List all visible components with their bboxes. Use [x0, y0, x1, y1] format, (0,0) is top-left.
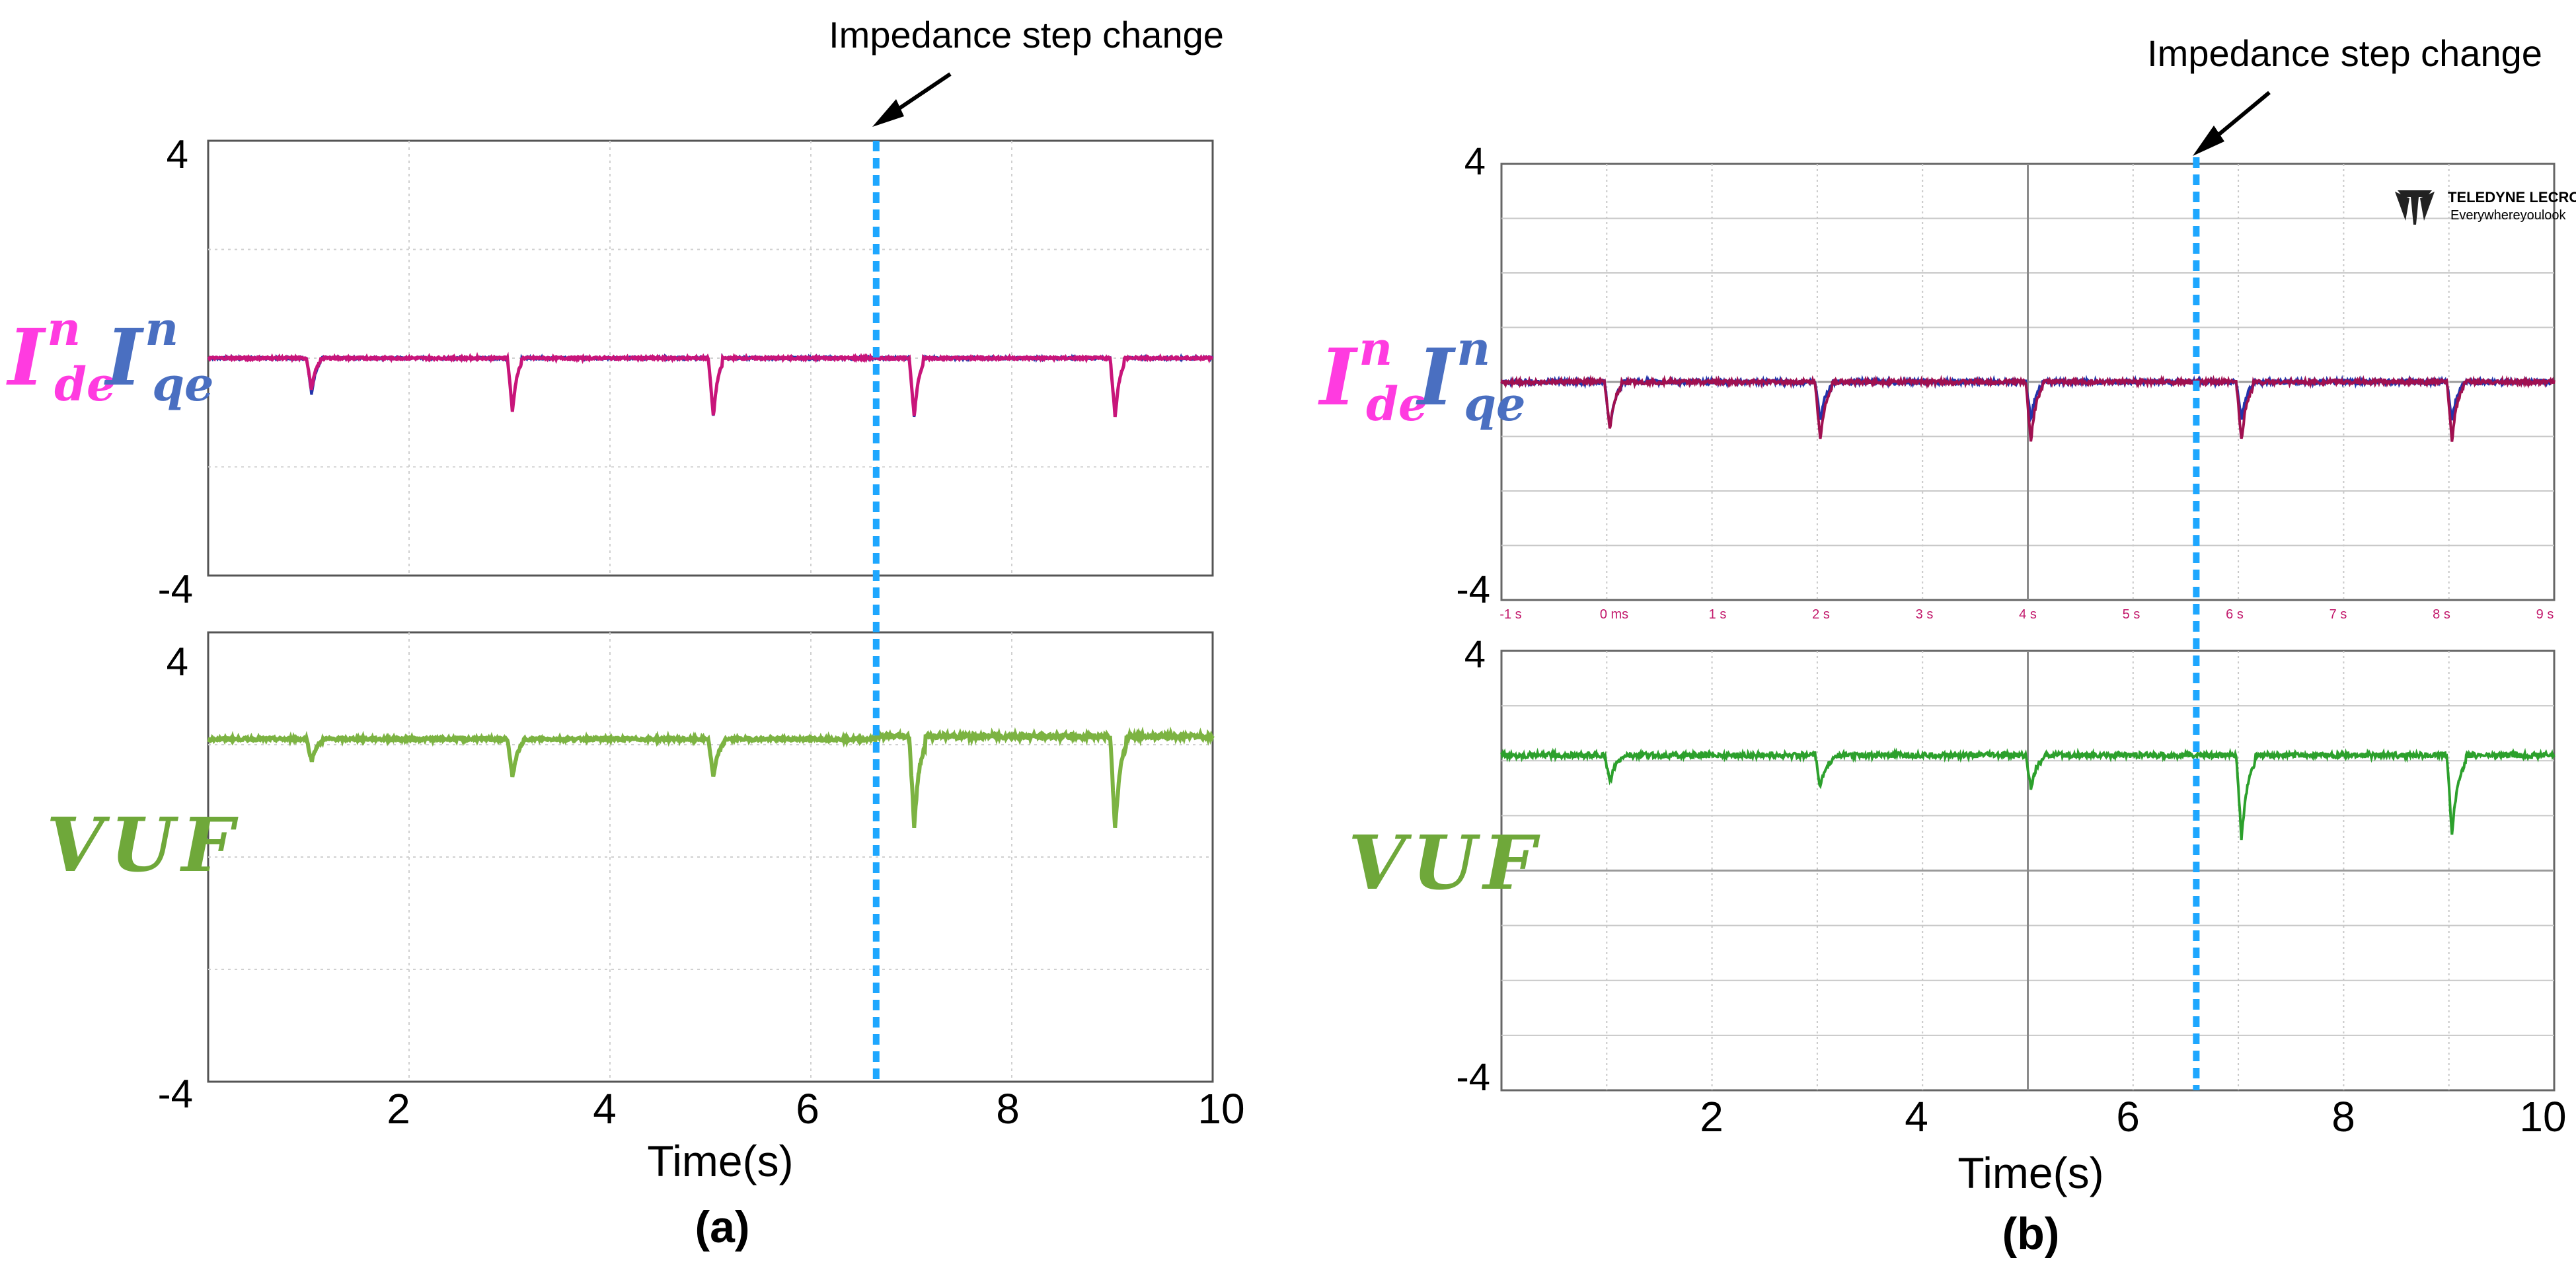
panel-a-annotation-arrow-head — [872, 99, 904, 127]
teledyne-logo-wing-left-icon — [2395, 192, 2409, 221]
panel-b-ylabel-iqe-I: I — [1416, 331, 1457, 423]
panel-b-ylabel-iqe-sup: n — [1457, 321, 1490, 376]
panel-b-bottom-ymin: -4 — [1456, 1056, 1490, 1099]
panel-b-ylabel-iqe: In qe — [1416, 321, 1526, 431]
panel-a-xlabel: Time(s) — [647, 1137, 793, 1185]
panel-b-top-ymin: -4 — [1456, 568, 1490, 611]
panel-b-ide-trace — [1500, 374, 2556, 442]
panel-a-annotation: Impedance step change — [829, 14, 1224, 56]
panel-b-scope-tick-label: 6 s — [2226, 607, 2244, 622]
panel-b-annotation-arrow-head — [2193, 126, 2224, 156]
panel-b-scope-tick-label: 0 ms — [1600, 607, 1628, 622]
panel-b-scope-tick-label: 1 s — [1709, 607, 1727, 622]
panel-a-top-ymin: -4 — [158, 567, 193, 611]
panel-b-scope-tick-label: 4 s — [2019, 607, 2037, 622]
panel-a-top-ymax: 4 — [167, 132, 188, 176]
teledyne-logo-wing-right-icon — [2420, 192, 2435, 221]
panel-a-traces — [207, 352, 1215, 829]
panel-b-scope-time-ticks: -1 s 0 ms 1 s 2 s 3 s 4 s 5 s 6 s 7 s 8 s 9 s — [1499, 607, 2554, 622]
panel-b-x-tick-8: 8 — [2331, 1093, 2355, 1141]
panel-b-x-tick-2: 2 — [1700, 1093, 1724, 1141]
panel-a-x-tick-6: 6 — [796, 1085, 819, 1133]
panel-a-bottom-ymax: 4 — [167, 640, 188, 684]
panel-b-ylabel-ide: In de — [1318, 321, 1428, 431]
panel-a-label: (a) — [695, 1202, 749, 1252]
panel-a-ylabel-ide-sup: n — [47, 301, 81, 356]
logo-tagline: Everywhereyoulook — [2450, 208, 2567, 223]
panel-b-scope-tick-label: 8 s — [2433, 607, 2450, 622]
panel-b-x-tick-6: 6 — [2116, 1093, 2140, 1141]
panel-a-ylabel-ide: In de — [6, 301, 116, 412]
panel-a-x-tick-4: 4 — [593, 1085, 617, 1133]
panel-a-ide-trace — [207, 352, 1214, 418]
panel-b-scope-tick-label: 3 s — [1916, 607, 1934, 622]
teledyne-lecroy-logo: TELEDYNE LECROY Everywhereyoulook — [2395, 189, 2576, 225]
panel-a-ylabel-ide-I: I — [6, 311, 47, 403]
panel-b-top-ymax: 4 — [1464, 140, 1486, 183]
panel-b-traces — [1500, 374, 2556, 841]
panel-a: 4 -4 4 -4 2 4 6 8 10 Time(s) (a) Impedan… — [6, 14, 1245, 1252]
panel-b-annotation: Impedance step change — [2147, 32, 2542, 74]
panel-a-x-tick-10: 10 — [1197, 1085, 1244, 1133]
panel-b-scope-tick-label: 9 s — [2536, 607, 2554, 622]
panel-a-ylabel-iqe-sup: n — [145, 301, 178, 356]
panel-b-ylabel-iqe-sub: qe — [1464, 377, 1525, 431]
panel-b-bottom-ymax: 4 — [1464, 633, 1486, 676]
panel-b-scope-tick-label: 5 s — [2123, 607, 2140, 622]
panel-b-scope-tick-label: -1 s — [1499, 607, 1521, 622]
panel-b: 4 -4 4 -4 -1 s 0 ms 1 s 2 s 3 s 4 s 5 s 6 s 7 s 8… — [1318, 32, 2576, 1259]
panel-b-scope-tick-label: 7 s — [2330, 607, 2347, 622]
panel-a-vuf-trace — [207, 726, 1215, 829]
panel-a-bottom-ymin: -4 — [158, 1072, 193, 1116]
step-change-markers — [872, 141, 2200, 1090]
panel-a-ylabel-iqe: In qe — [104, 301, 214, 412]
teledyne-logo-mark-icon — [2398, 190, 2432, 225]
panel-a-ylabel-vuf: VUF — [46, 802, 241, 889]
panel-a-ylabel-ide-sub: de — [54, 357, 116, 412]
panel-b-scope-tick-label: 2 s — [1812, 607, 1830, 622]
panel-b-x-tick-10: 10 — [2519, 1093, 2566, 1141]
panel-b-ylabel-vuf: VUF — [1348, 820, 1542, 907]
panel-a-ylabel-iqe-sub: qe — [152, 357, 213, 412]
panel-b-label: (b) — [2002, 1209, 2060, 1259]
panel-b-vuf-trace — [1500, 747, 2556, 841]
panel-a-x-tick-2: 2 — [387, 1085, 410, 1133]
panel-b-ylabel-ide-sup: n — [1359, 321, 1392, 376]
panel-b-xlabel: Time(s) — [1957, 1148, 2103, 1197]
panel-b-x-tick-4: 4 — [1905, 1093, 1928, 1141]
logo-brand: TELEDYNE LECROY — [2448, 189, 2576, 206]
panel-a-x-tick-8: 8 — [996, 1085, 1020, 1133]
panel-a-ylabel-iqe-I: I — [104, 311, 145, 403]
panel-b-ylabel-ide-I: I — [1318, 331, 1359, 423]
panel-b-ylabel-ide-sub: de — [1366, 377, 1427, 431]
